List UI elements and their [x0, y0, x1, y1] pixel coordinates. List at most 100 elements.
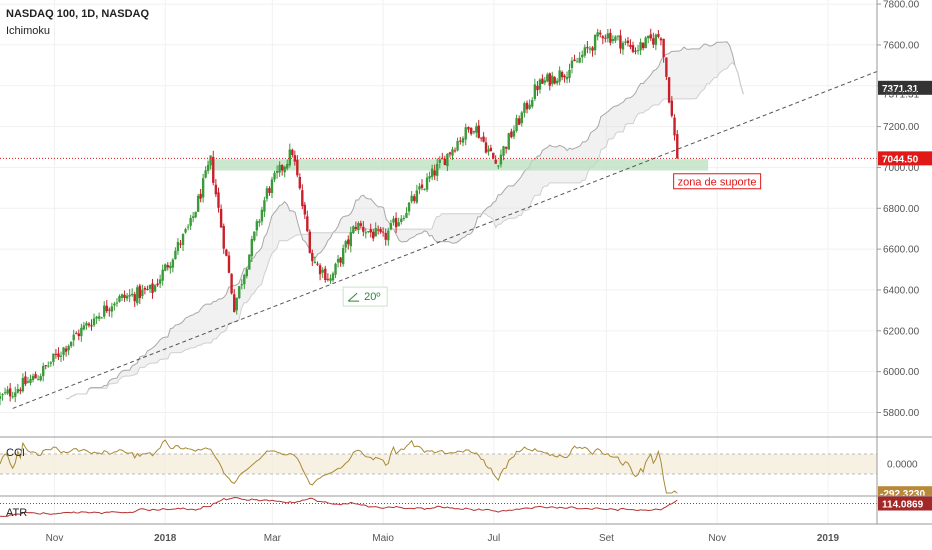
candle — [551, 71, 554, 87]
candle-body — [206, 165, 210, 171]
candle — [311, 249, 314, 267]
candle — [306, 210, 309, 233]
candle — [352, 225, 355, 234]
candle — [609, 28, 612, 46]
candle-body — [520, 112, 523, 124]
candle-body — [568, 69, 571, 78]
candle — [113, 301, 116, 311]
candle-body — [507, 133, 510, 150]
atr-label: ATR — [6, 507, 27, 519]
candle-body — [392, 218, 395, 223]
candle — [34, 371, 37, 379]
cci-line — [0, 439, 678, 494]
candle-body — [448, 152, 452, 155]
candle — [644, 36, 647, 49]
candle — [336, 255, 340, 268]
candle — [512, 125, 516, 140]
candle — [278, 161, 281, 177]
candle — [667, 76, 671, 104]
candle — [16, 383, 19, 394]
candle — [621, 40, 625, 55]
y-tick-label: 7000.00 — [883, 163, 920, 174]
candle-body — [624, 41, 627, 43]
candle-body — [619, 35, 622, 49]
candle — [389, 219, 393, 231]
candle — [0, 392, 2, 406]
candle-body — [245, 269, 249, 277]
candle-body — [329, 278, 332, 281]
candle — [553, 76, 556, 85]
candle — [492, 152, 495, 160]
candle — [156, 278, 159, 287]
candle-body — [433, 170, 436, 176]
candle-body — [248, 254, 251, 270]
candle-body — [105, 305, 108, 312]
candle — [189, 214, 192, 231]
candle-body — [482, 136, 485, 142]
candle-body — [649, 34, 652, 39]
candle-body — [298, 176, 302, 189]
candle-body — [222, 226, 225, 249]
candle-body — [204, 170, 207, 178]
candle — [176, 238, 180, 255]
candle — [318, 263, 322, 281]
candle-body — [673, 117, 676, 136]
candle — [248, 254, 251, 270]
candle-body — [291, 149, 294, 156]
candle-body — [647, 35, 650, 39]
candle — [631, 41, 635, 54]
candle — [329, 274, 332, 284]
candle-body — [288, 149, 291, 166]
candle-body — [611, 38, 615, 42]
trendline — [12, 71, 878, 409]
candle — [448, 151, 452, 158]
candle-body — [69, 341, 73, 347]
candle-body — [479, 137, 483, 139]
candle-body — [240, 284, 243, 286]
candle — [459, 136, 462, 145]
candle — [184, 227, 187, 234]
candle-body — [583, 47, 587, 56]
candle-body — [510, 131, 513, 138]
candle — [641, 42, 645, 51]
candle-body — [318, 265, 322, 275]
candle-body — [364, 232, 367, 234]
candle — [407, 201, 411, 216]
candle — [374, 222, 377, 237]
candle-body — [72, 334, 75, 341]
candle-body — [24, 376, 27, 385]
candle — [591, 46, 594, 57]
candle-body — [100, 317, 103, 319]
candle-body — [504, 147, 508, 149]
candle-body — [636, 50, 640, 52]
candle-body — [502, 146, 505, 156]
cci-value-label: -292.3230 — [880, 489, 925, 500]
candle-body — [541, 78, 544, 84]
candle — [402, 215, 406, 221]
candle — [3, 387, 7, 395]
candle — [604, 34, 607, 43]
candle — [676, 129, 679, 159]
candle — [586, 41, 589, 54]
candle — [523, 101, 526, 118]
candle — [92, 313, 96, 328]
candle — [24, 371, 27, 387]
atr-value-bg — [878, 496, 932, 511]
candle-body — [108, 309, 111, 311]
candle-body — [670, 100, 674, 116]
candle — [507, 132, 510, 150]
candle-body — [451, 149, 454, 156]
candle — [436, 158, 439, 181]
candle — [497, 164, 500, 170]
candle — [451, 146, 454, 161]
candle — [461, 136, 465, 147]
candle-body — [26, 381, 30, 383]
candle-body — [273, 173, 276, 180]
candle — [538, 78, 542, 94]
candle-body — [260, 209, 264, 222]
candle — [120, 293, 124, 301]
candle — [626, 36, 630, 47]
support-zone — [206, 159, 709, 171]
candle — [456, 137, 459, 152]
candle — [268, 186, 271, 196]
